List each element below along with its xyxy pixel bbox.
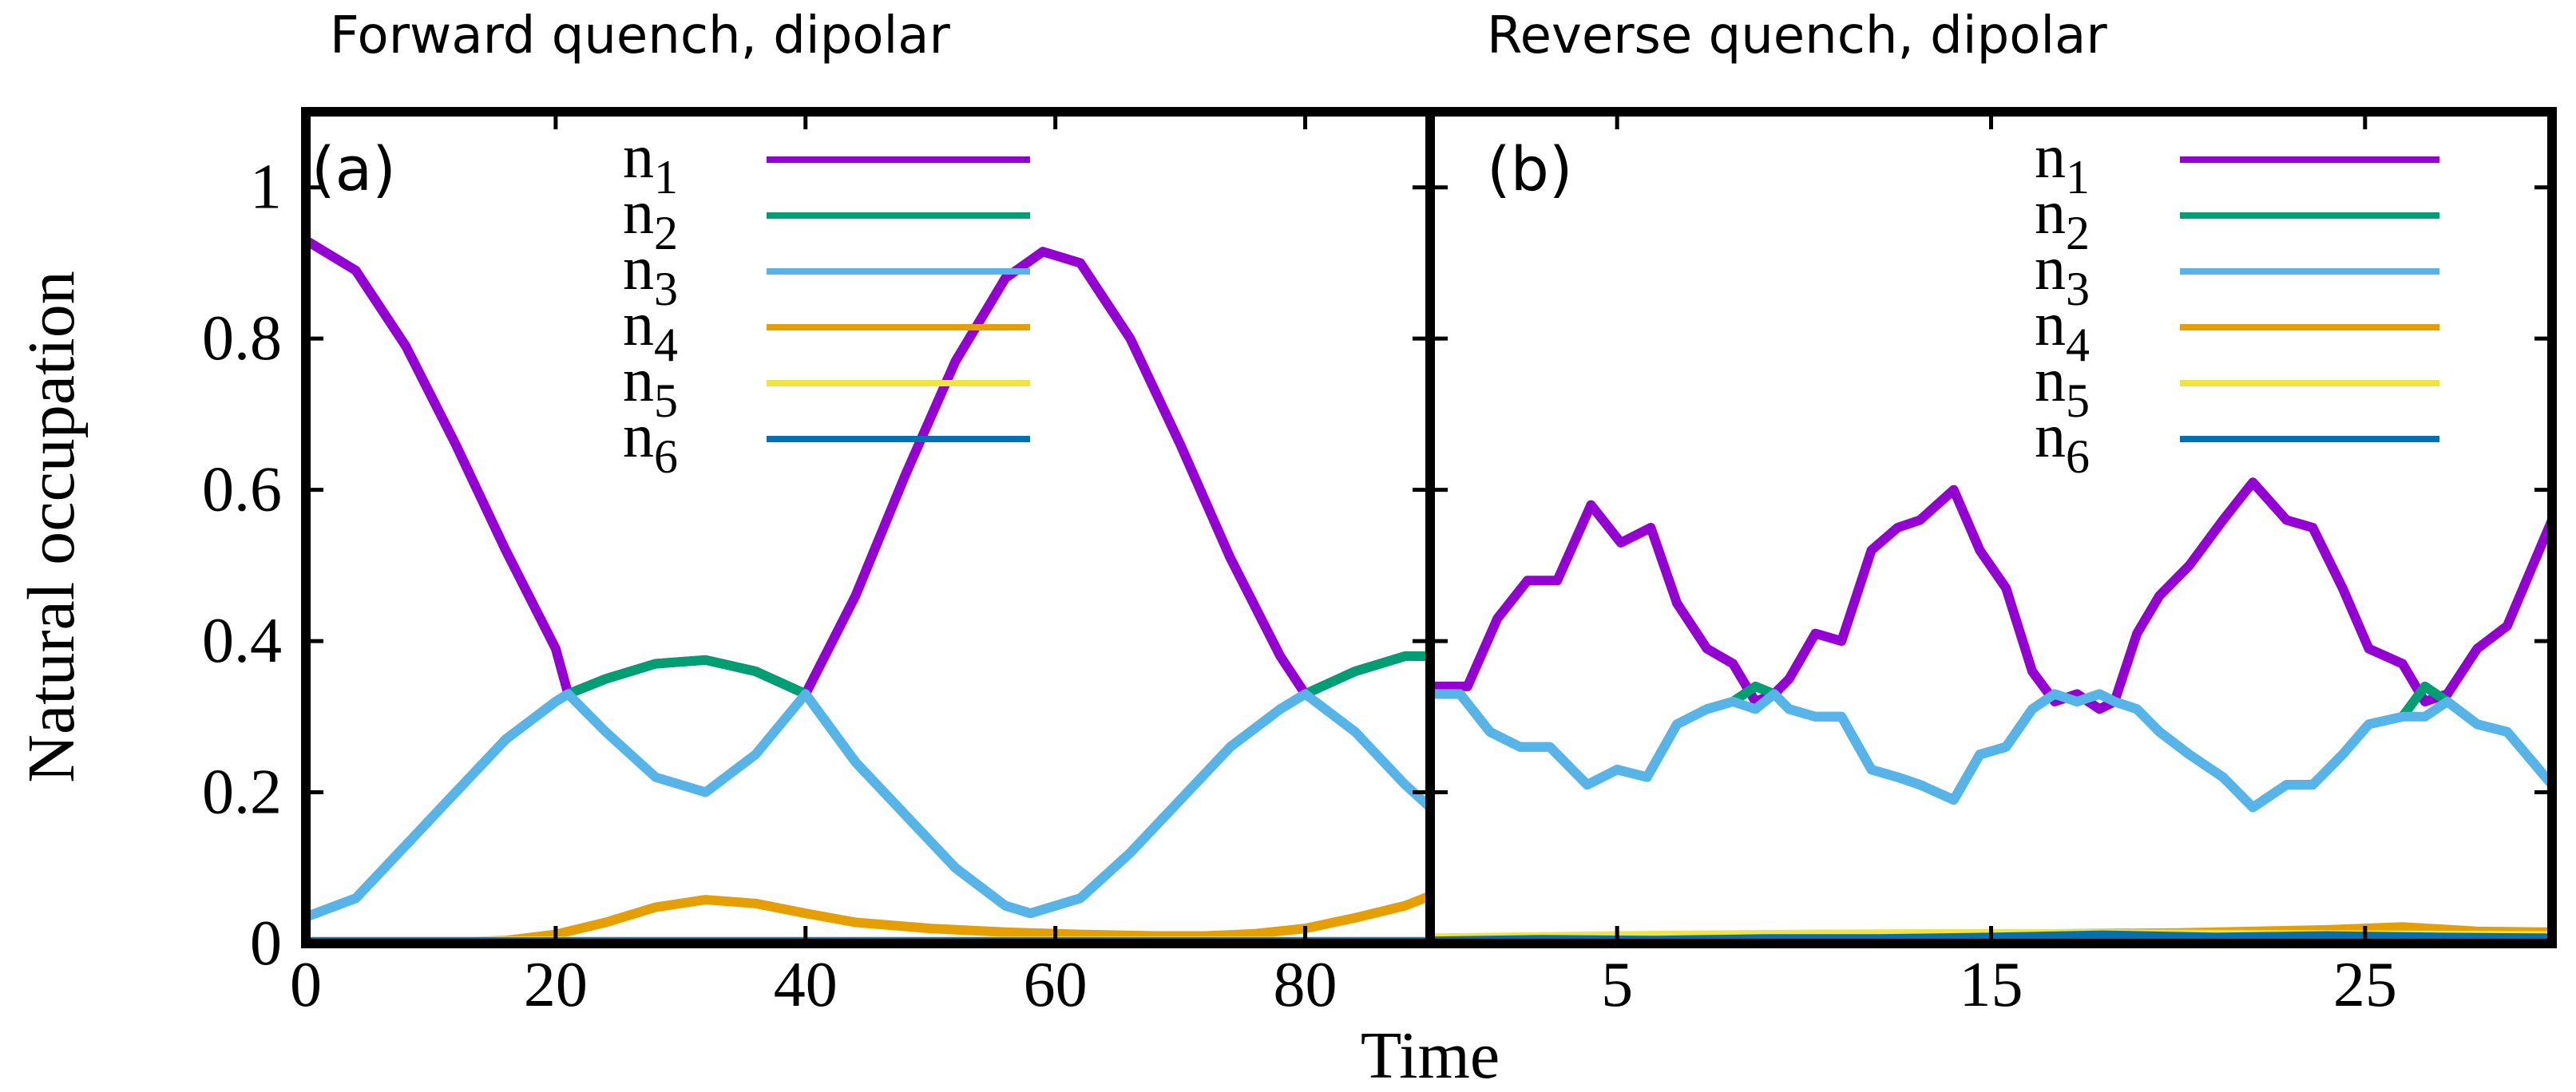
series-line-n1-b (1425, 477, 2557, 714)
x-tick-label-a: 0 (290, 950, 322, 1020)
series-group-a (301, 235, 1435, 948)
series-line-n4-a (301, 891, 1435, 948)
legend-label-n6-b: n6 (2035, 401, 2090, 483)
plot-frame-a (301, 107, 1435, 948)
y-tick-label-a: 0.6 (202, 455, 282, 525)
y-tick-label-a: 0 (250, 908, 282, 979)
legend-label-n1-b: n1 (2035, 121, 2090, 204)
y-axis-label: Natural occupation (14, 271, 89, 782)
series-line-n1-a (301, 235, 1435, 699)
legend-label-n1-a: n1 (623, 121, 678, 204)
series-line-n3-b (1425, 689, 2557, 813)
legend-label-n3-a: n3 (623, 233, 678, 315)
title-a: Forward quench, dipolar (330, 6, 950, 65)
x-axis-label: Time (1361, 1019, 1500, 1092)
y-tick-label-a: 1 (250, 152, 282, 223)
x-tick-label-b: 15 (1960, 950, 2023, 1020)
legend-label-n4-b: n4 (2035, 289, 2090, 371)
x-tick-label-b: 25 (2333, 950, 2397, 1020)
legend-label-n4-a: n4 (623, 289, 678, 371)
x-tick-label-a: 20 (524, 950, 588, 1020)
panel-a: Forward quench, dipolar 0 20 40 60 80 0 0.2 0.4… (202, 6, 1435, 1020)
plot-frame-b (1425, 107, 2557, 948)
x-tick-label-a: 40 (774, 950, 838, 1020)
legend-label-n2-b: n2 (2035, 177, 2090, 259)
panel-b: Reverse quench, dipolar 5 15 25 (b) n1n2n3… (1425, 6, 2557, 1020)
series-group-b (1425, 477, 2557, 947)
x-tick-label-b: 5 (1601, 950, 1633, 1020)
ticks-group-a: 0 20 40 60 80 0 0.2 0.4 0.6 0.8 1 (202, 112, 1430, 1020)
ticks-group-b: 5 15 25 (1430, 112, 2552, 1020)
panel-label-b: (b) (1487, 133, 1573, 204)
legend-label-n2-a: n2 (623, 177, 678, 259)
series-line-n3-a (301, 689, 1435, 922)
legend-label-n3-b: n3 (2035, 233, 2090, 315)
y-tick-label-a: 0.8 (202, 303, 282, 374)
title-b: Reverse quench, dipolar (1487, 6, 2107, 65)
panel-label-a: (a) (311, 133, 396, 204)
legend-label-n5-b: n5 (2035, 345, 2090, 427)
y-tick-label-a: 0.2 (202, 758, 282, 828)
legend-label-n6-a: n6 (623, 401, 678, 483)
series-line-n2-a (301, 651, 1435, 922)
y-tick-label-a: 0.4 (202, 606, 282, 676)
x-tick-label-a: 80 (1274, 950, 1338, 1020)
legend-label-n5-a: n5 (623, 345, 678, 427)
x-tick-label-a: 60 (1024, 950, 1088, 1020)
